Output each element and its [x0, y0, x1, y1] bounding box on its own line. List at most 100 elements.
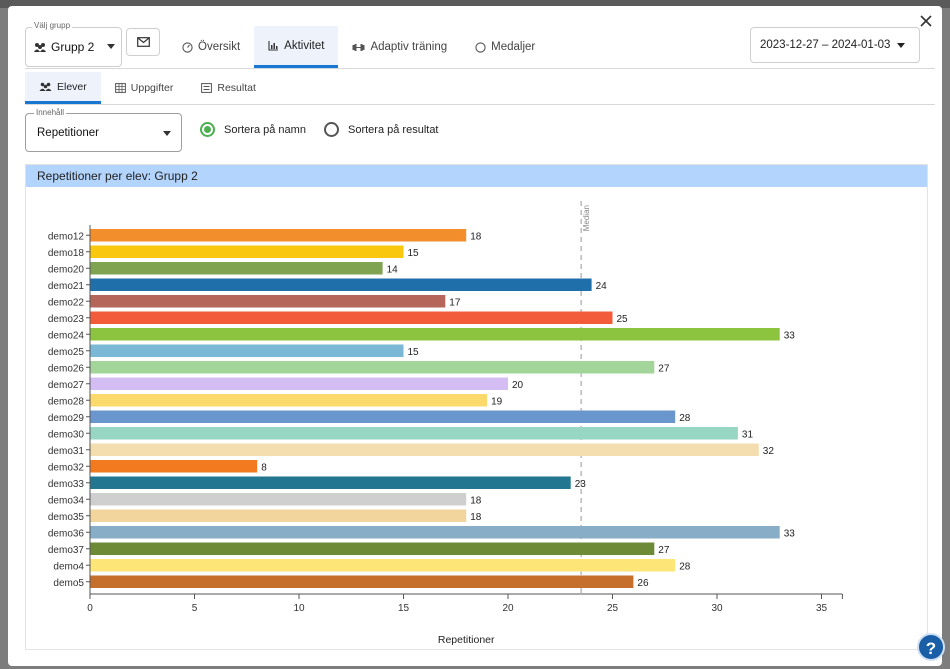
chevron-down-icon [163, 131, 171, 136]
category-label: demo35 [48, 512, 85, 523]
divider [25, 68, 935, 69]
bar-demo12 [90, 229, 467, 242]
subtab-label: Uppgifter [130, 82, 174, 94]
bar-demo23 [90, 311, 613, 324]
chart-bar-icon [268, 41, 279, 51]
value-label: 23 [575, 479, 587, 490]
bar-demo29 [90, 410, 676, 423]
value-label: 8 [261, 463, 267, 474]
users-icon [39, 82, 52, 91]
category-label: demo26 [48, 364, 85, 375]
value-label: 17 [449, 298, 461, 309]
circle-icon [475, 41, 486, 53]
bar-demo25 [90, 344, 404, 357]
category-label: demo4 [53, 562, 84, 573]
value-label: 27 [658, 545, 670, 556]
tab-adaptiv-traning[interactable]: Adaptiv träning [338, 26, 461, 68]
radio-label: Sortera på resultat [348, 123, 439, 136]
tab-label: Adaptiv träning [370, 41, 448, 53]
date-range-value: 2023-12-27 – 2024-01-03 [760, 39, 891, 51]
category-label: demo21 [48, 281, 85, 292]
category-label: demo31 [48, 446, 85, 457]
main-tabs: Översikt Aktivitet Adaptiv träning Medal… [168, 26, 549, 68]
gauge-icon [182, 41, 193, 53]
bar-demo35 [90, 509, 467, 522]
group-select-value: Grupp 2 [51, 40, 95, 54]
category-label: demo12 [48, 232, 85, 243]
chart-panel: Repetitioner per elev: Grupp 2 Median dem… [25, 164, 928, 650]
category-label: demo34 [48, 496, 85, 507]
bar-demo26 [90, 361, 655, 374]
category-label: demo37 [48, 545, 85, 556]
category-label: demo36 [48, 529, 85, 540]
x-tick-label: 35 [816, 603, 828, 614]
help-button[interactable]: ? [917, 633, 945, 661]
bar-demo22 [90, 295, 446, 308]
category-label: demo5 [53, 578, 84, 589]
value-label: 18 [470, 496, 482, 507]
bar-demo5 [90, 575, 634, 588]
bar-demo36 [90, 526, 780, 539]
value-label: 28 [679, 413, 691, 424]
x-tick-label: 10 [293, 603, 305, 614]
category-label: demo20 [48, 265, 85, 276]
category-label: demo32 [48, 463, 85, 474]
email-button[interactable] [126, 28, 160, 56]
activity-dialog: Välj grupp Grupp 2 Översikt Aktivitet Ad… [8, 6, 942, 666]
divider [25, 104, 935, 105]
x-tick-label: 0 [87, 603, 93, 614]
bar-demo24 [90, 328, 780, 341]
category-label: demo18 [48, 248, 85, 259]
date-range-select[interactable]: 2023-12-27 – 2024-01-03 [750, 27, 920, 63]
subtab-label: Elever [57, 80, 87, 93]
close-button[interactable] [916, 12, 936, 32]
dumbbell-icon [352, 43, 365, 51]
subtab-elever[interactable]: Elever [25, 72, 101, 104]
tab-aktivitet[interactable]: Aktivitet [254, 26, 339, 68]
x-tick-label: 5 [192, 603, 198, 614]
category-label: demo23 [48, 314, 85, 325]
sort-by-result-radio[interactable]: Sortera på resultat [324, 122, 439, 137]
list-icon [201, 83, 213, 93]
backdrop [0, 0, 950, 8]
chevron-down-icon [107, 44, 115, 49]
value-label: 24 [596, 281, 608, 292]
users-icon [34, 42, 46, 52]
bar-demo20 [90, 262, 383, 275]
subtab-uppgifter[interactable]: Uppgifter [101, 72, 188, 104]
bar-demo30 [90, 427, 738, 440]
value-label: 19 [491, 397, 503, 408]
sub-tabs: Elever Uppgifter Resultat [25, 72, 270, 104]
sort-by-name-radio[interactable]: Sortera på namn [200, 122, 306, 137]
value-label: 15 [408, 347, 420, 358]
content-select-value: Repetitioner [37, 127, 100, 139]
subtab-resultat[interactable]: Resultat [187, 72, 270, 104]
chart-panel-title: Repetitioner per elev: Grupp 2 [26, 165, 927, 187]
bar-demo18 [90, 245, 404, 258]
tab-label: Medaljer [491, 41, 536, 53]
category-label: demo29 [48, 413, 85, 424]
group-select[interactable]: Välj grupp Grupp 2 [25, 21, 122, 67]
median-label: Median [582, 205, 591, 231]
category-label: demo28 [48, 397, 85, 408]
category-label: demo30 [48, 430, 85, 441]
content-select[interactable]: Innehåll Repetitioner [25, 108, 182, 152]
radio-label: Sortera på namn [224, 123, 306, 136]
chevron-down-icon [897, 43, 905, 48]
x-tick-label: 30 [711, 603, 723, 614]
bar-demo31 [90, 443, 759, 456]
subtab-label: Resultat [217, 82, 256, 94]
value-label: 33 [784, 529, 796, 540]
tab-medaljer[interactable]: Medaljer [461, 26, 549, 68]
category-label: demo22 [48, 298, 85, 309]
bar-demo4 [90, 559, 676, 572]
bar-demo27 [90, 377, 508, 390]
radio-checked-icon [200, 122, 215, 137]
x-tick-label: 15 [398, 603, 410, 614]
tab-oversikt[interactable]: Översikt [168, 26, 254, 68]
group-select-legend: Välj grupp [32, 21, 73, 30]
value-label: 33 [784, 331, 796, 342]
value-label: 28 [679, 562, 691, 573]
category-label: demo27 [48, 380, 85, 391]
category-label: demo33 [48, 479, 85, 490]
